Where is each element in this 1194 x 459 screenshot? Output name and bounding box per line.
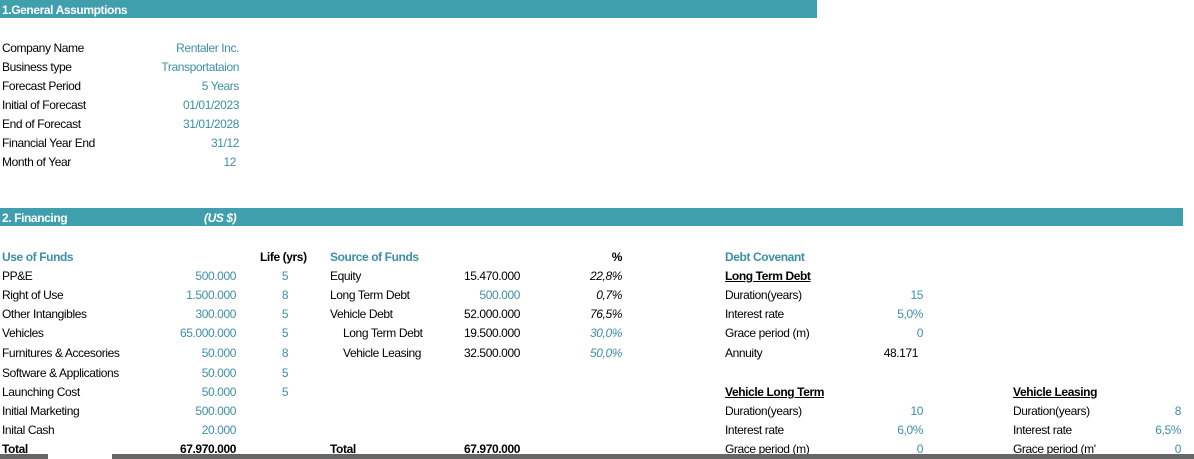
financial-year-end-label: Financial Year End — [2, 136, 95, 150]
use-row-label: Software & Applications — [2, 366, 119, 380]
use-row-value[interactable]: 500.000 — [195, 269, 236, 283]
use-row-life[interactable]: 5 — [281, 366, 289, 380]
use-row-life[interactable]: 5 — [281, 326, 289, 340]
lt-row-value[interactable]: 5,0% — [897, 307, 923, 321]
use-of-funds-header: Use of Funds — [2, 250, 74, 264]
financial-year-end-value[interactable]: 31/12 — [210, 136, 239, 150]
use-row-value[interactable]: 50.000 — [201, 385, 237, 399]
source-row-pct: 76,5% — [589, 307, 622, 321]
vehicle-leasing-title: Vehicle Leasing — [1013, 385, 1098, 399]
source-row-value[interactable]: 500.000 — [479, 288, 520, 302]
lt-row-value[interactable]: 15 — [910, 288, 923, 302]
use-row-value[interactable]: 300.000 — [195, 307, 236, 321]
use-row-label: Launching Cost — [2, 385, 80, 399]
bottom-divider-left — [0, 454, 48, 459]
source-row-label: Vehicle Leasing — [343, 346, 422, 360]
use-row-label: Furnitures & Accesories — [2, 346, 120, 360]
vlt-row-value[interactable]: 6,0% — [897, 423, 923, 437]
pct-header: % — [611, 250, 623, 264]
long-term-debt-title: Long Term Debt — [725, 269, 811, 283]
use-row-life[interactable]: 8 — [281, 288, 289, 302]
use-row-value[interactable]: 50.000 — [201, 346, 237, 360]
initial-of-forecast-value[interactable]: 01/01/2023 — [182, 98, 239, 112]
use-row-label: Initial Marketing — [2, 404, 80, 418]
company-name-label: Company Name — [2, 41, 84, 55]
lt-row-label: Duration(years) — [725, 288, 802, 302]
use-row-life[interactable]: 5 — [281, 385, 289, 399]
source-row-value: 19.500.000 — [463, 326, 520, 340]
horizontal-scrollbar[interactable] — [112, 454, 1194, 459]
source-of-funds-header: Source of Funds — [330, 250, 419, 264]
financing-title: 2. Financing — [2, 211, 68, 225]
vehicle-long-term-title: Vehicle Long Term — [725, 385, 825, 399]
vl-row-label: Duration(years) — [1013, 404, 1090, 418]
forecast-period-label: Forecast Period — [2, 79, 81, 93]
end-of-forecast-label: End of Forecast — [2, 117, 81, 131]
source-row-value: 15.470.000 — [463, 269, 520, 283]
source-row-pct[interactable]: 50,0% — [589, 346, 622, 360]
vl-row-label: Interest rate — [1013, 423, 1072, 437]
financing-currency: (US $) — [204, 211, 237, 225]
source-row-label: Vehicle Debt — [330, 307, 393, 321]
use-row-label: Right of Use — [2, 288, 64, 302]
lt-row-label: Annuity — [725, 346, 763, 360]
source-row-pct: 0,7% — [596, 288, 622, 302]
source-total-label: Total — [330, 442, 356, 456]
lt-row-label: Interest rate — [725, 307, 784, 321]
source-row-label: Long Term Debt — [330, 288, 410, 302]
financing-band: 2. Financing (US $) — [0, 208, 1183, 226]
source-row-value: 52.000.000 — [463, 307, 520, 321]
use-row-value[interactable]: 65.000.000 — [179, 326, 236, 340]
forecast-period-value[interactable]: 5 Years — [201, 79, 240, 93]
source-row-label: Equity — [330, 269, 361, 283]
vlt-row-value[interactable]: 10 — [910, 404, 923, 418]
use-row-value[interactable]: 1.500.000 — [186, 288, 236, 302]
use-row-label: Inital Cash — [2, 423, 55, 437]
month-of-year-value[interactable]: 12 — [223, 155, 236, 169]
use-row-label: Other Intangibles — [2, 307, 87, 321]
use-row-label: PP&E — [2, 269, 33, 283]
lt-row-value[interactable]: 0 — [916, 326, 924, 340]
company-name-value[interactable]: Rentaler Inc. — [176, 41, 239, 55]
initial-of-forecast-label: Initial of Forecast — [2, 98, 86, 112]
vl-row-value[interactable]: 0 — [1174, 442, 1182, 456]
use-row-life[interactable]: 8 — [281, 346, 289, 360]
lt-row-label: Grace period (m) — [725, 326, 810, 340]
use-row-life[interactable]: 5 — [281, 307, 289, 321]
use-total-label: Total — [2, 442, 28, 456]
vl-row-value[interactable]: 6,5% — [1155, 423, 1181, 437]
source-row-pct[interactable]: 30,0% — [589, 326, 622, 340]
use-row-value[interactable]: 20.000 — [201, 423, 237, 437]
vlt-row-label: Duration(years) — [725, 404, 802, 418]
business-type-value[interactable]: Transportataion — [161, 60, 239, 74]
vlt-row-label: Grace period (m) — [725, 442, 810, 456]
use-row-value[interactable]: 50.000 — [201, 366, 237, 380]
use-total-value: 67.970.000 — [179, 442, 236, 456]
vlt-row-label: Interest rate — [725, 423, 784, 437]
source-total-value: 67.970.000 — [463, 442, 520, 456]
life-header: Life (yrs) — [260, 250, 307, 264]
vlt-row-value[interactable]: 0 — [916, 442, 924, 456]
business-type-label: Business type — [2, 60, 72, 74]
use-row-value[interactable]: 500.000 — [195, 404, 236, 418]
month-of-year-label: Month of Year — [2, 155, 71, 169]
debt-covenant-header: Debt Covenant — [725, 250, 805, 264]
lt-row-value: 48.171 — [883, 346, 919, 360]
use-row-life[interactable]: 5 — [281, 269, 289, 283]
source-row-pct: 22,8% — [589, 269, 622, 283]
vl-row-value[interactable]: 8 — [1174, 404, 1182, 418]
general-assumptions-title: 1.General Assumptions — [2, 3, 128, 17]
end-of-forecast-value[interactable]: 31/01/2028 — [182, 117, 239, 131]
vl-row-label: Grace period (m' — [1013, 442, 1096, 456]
source-row-value: 32.500.000 — [463, 346, 520, 360]
source-row-label: Long Term Debt — [343, 326, 423, 340]
use-row-label: Vehicles — [2, 326, 44, 340]
general-assumptions-band: 1.General Assumptions — [0, 0, 817, 18]
